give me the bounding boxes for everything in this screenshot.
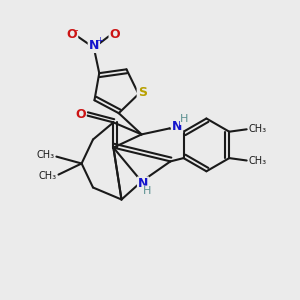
Text: H: H: [143, 186, 151, 196]
Text: N: N: [89, 39, 99, 52]
Text: CH₃: CH₃: [39, 171, 57, 181]
Text: +: +: [96, 36, 103, 45]
Text: -: -: [75, 25, 79, 35]
Text: CH₃: CH₃: [248, 155, 266, 166]
Text: N: N: [172, 119, 182, 133]
Text: S: S: [138, 86, 147, 99]
Text: N: N: [138, 177, 148, 190]
Text: H: H: [180, 114, 189, 124]
Text: CH₃: CH₃: [248, 124, 266, 134]
Text: O: O: [75, 107, 86, 121]
Text: CH₃: CH₃: [37, 150, 55, 160]
Text: O: O: [110, 28, 120, 41]
Text: O: O: [67, 28, 77, 41]
